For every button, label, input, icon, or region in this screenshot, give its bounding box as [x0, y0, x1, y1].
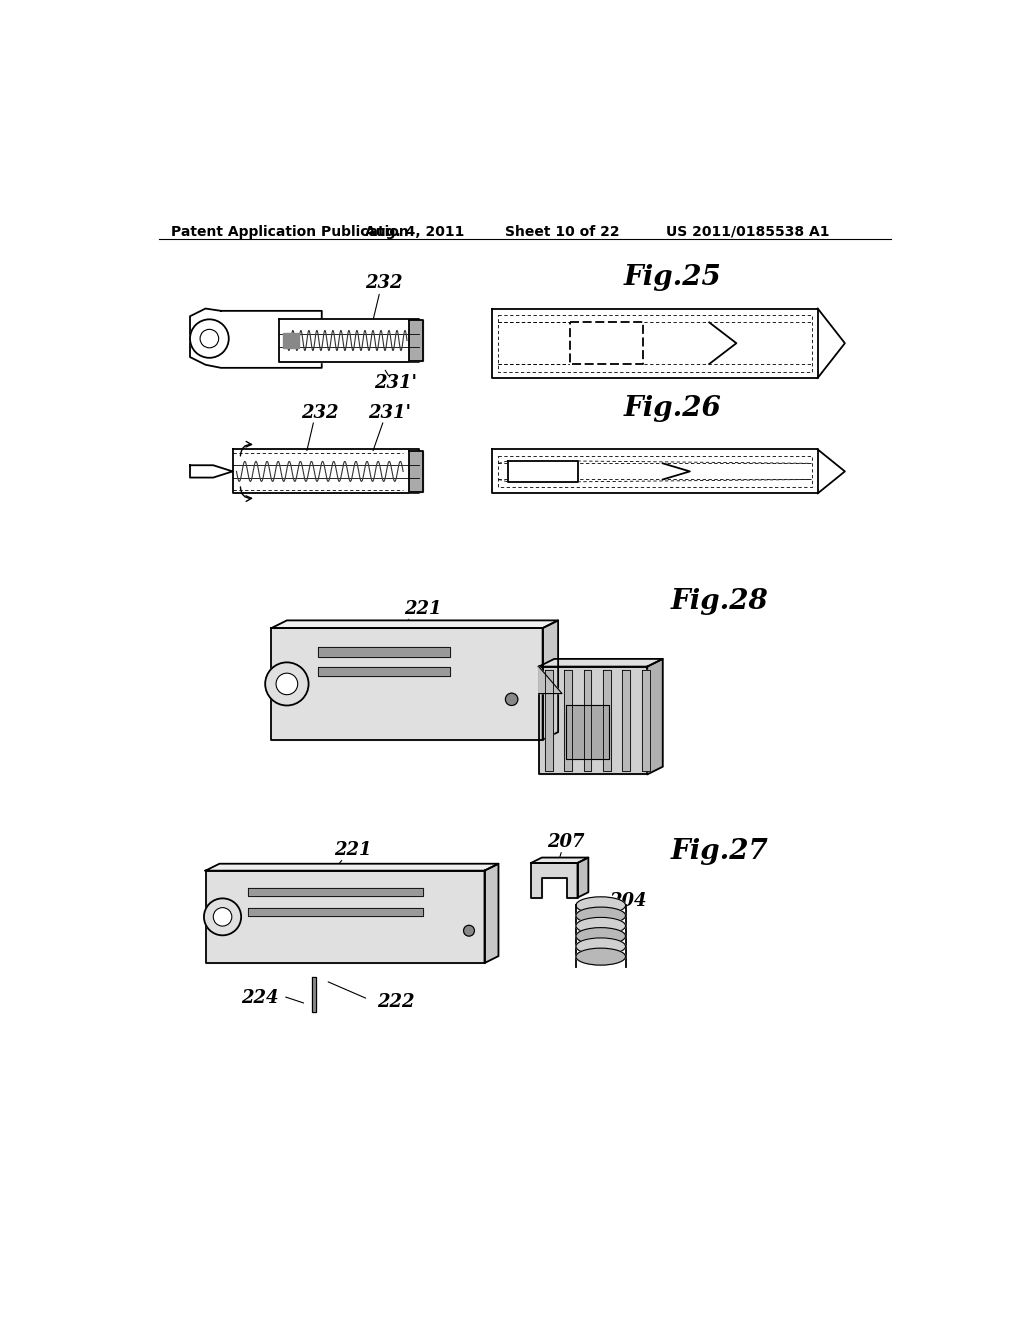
Polygon shape — [566, 705, 608, 759]
Polygon shape — [283, 333, 299, 348]
Polygon shape — [564, 671, 572, 771]
Polygon shape — [271, 628, 543, 739]
Text: 207: 207 — [547, 833, 585, 851]
Polygon shape — [543, 620, 558, 739]
Polygon shape — [311, 977, 316, 1011]
Polygon shape — [710, 322, 736, 364]
Polygon shape — [190, 309, 322, 368]
Polygon shape — [232, 449, 419, 494]
Polygon shape — [271, 620, 558, 628]
Polygon shape — [317, 667, 450, 676]
Text: Fig.27: Fig.27 — [671, 838, 768, 865]
Ellipse shape — [575, 917, 626, 935]
Polygon shape — [623, 671, 630, 771]
Text: 231': 231' — [374, 375, 417, 392]
Polygon shape — [206, 871, 484, 964]
Polygon shape — [409, 451, 423, 492]
Text: Fig.26: Fig.26 — [624, 395, 722, 422]
Ellipse shape — [575, 896, 626, 913]
Text: Sheet 10 of 22: Sheet 10 of 22 — [505, 224, 620, 239]
Polygon shape — [484, 863, 499, 964]
Polygon shape — [248, 887, 423, 896]
Polygon shape — [190, 465, 232, 478]
Polygon shape — [545, 671, 553, 771]
Circle shape — [190, 319, 228, 358]
Text: 222: 222 — [377, 993, 414, 1011]
Polygon shape — [663, 463, 690, 479]
Circle shape — [464, 925, 474, 936]
Polygon shape — [539, 667, 562, 693]
Text: Fig.25: Fig.25 — [624, 264, 722, 292]
Polygon shape — [539, 667, 647, 775]
Text: 221: 221 — [334, 841, 372, 859]
Polygon shape — [818, 309, 845, 378]
Text: 224: 224 — [520, 623, 557, 642]
Ellipse shape — [575, 939, 626, 954]
Ellipse shape — [575, 907, 626, 924]
Polygon shape — [280, 318, 419, 363]
Polygon shape — [569, 322, 643, 364]
Circle shape — [204, 899, 241, 936]
Text: 232: 232 — [365, 275, 402, 292]
Polygon shape — [206, 863, 499, 871]
Circle shape — [265, 663, 308, 705]
Text: 221: 221 — [403, 599, 441, 618]
Circle shape — [200, 330, 219, 348]
Polygon shape — [539, 659, 663, 667]
Circle shape — [276, 673, 298, 694]
Text: US 2011/0185538 A1: US 2011/0185538 A1 — [667, 224, 829, 239]
Ellipse shape — [575, 928, 626, 945]
Polygon shape — [818, 449, 845, 494]
Polygon shape — [531, 863, 578, 898]
Polygon shape — [508, 461, 578, 482]
Circle shape — [506, 693, 518, 705]
Circle shape — [213, 908, 231, 927]
Polygon shape — [647, 659, 663, 775]
Text: 232: 232 — [301, 404, 339, 421]
Polygon shape — [642, 671, 649, 771]
Text: Patent Application Publication: Patent Application Publication — [171, 224, 409, 239]
Text: Fig.28: Fig.28 — [671, 587, 768, 615]
Polygon shape — [578, 858, 589, 898]
Polygon shape — [603, 671, 611, 771]
Polygon shape — [317, 647, 450, 656]
Polygon shape — [493, 449, 818, 494]
Ellipse shape — [575, 948, 626, 965]
Polygon shape — [409, 321, 423, 360]
Text: 224: 224 — [241, 989, 279, 1007]
Text: 204: 204 — [609, 892, 646, 911]
Polygon shape — [493, 309, 818, 378]
Polygon shape — [584, 671, 592, 771]
Text: Aug. 4, 2011: Aug. 4, 2011 — [366, 224, 465, 239]
Polygon shape — [248, 908, 423, 916]
Polygon shape — [531, 858, 589, 863]
Text: 231': 231' — [369, 404, 412, 421]
